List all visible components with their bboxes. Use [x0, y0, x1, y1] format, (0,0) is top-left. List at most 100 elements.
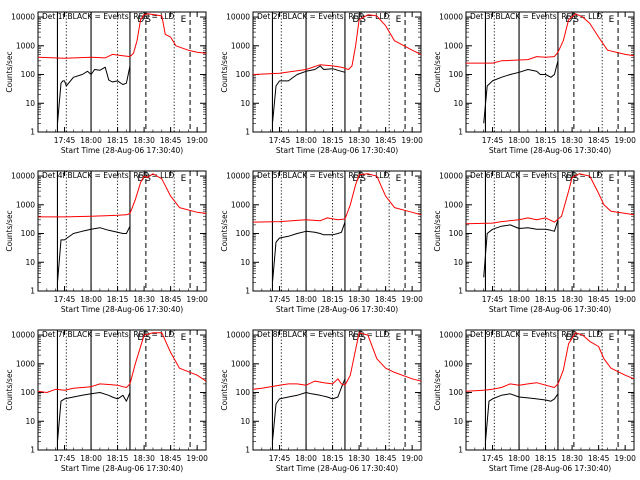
x-tick-label: 18:30: [348, 295, 370, 304]
marker-label-s: S: [360, 333, 366, 343]
series-lld-line: [466, 332, 634, 392]
panel-det-7: 1 10 100 1000 10000 17:45 18:00 18:15 18:30 18:45…: [5, 329, 208, 473]
plot-frame: [252, 11, 422, 133]
y-tick-label: 1000: [16, 41, 35, 50]
y-tick-label: 10000: [226, 172, 250, 181]
panel-det-1: 1 10 100 1000 10000 17:45 18:00 18:15 18:30 18:45…: [5, 11, 208, 155]
y-tick-label: 1: [458, 446, 463, 455]
y-tick-label: 10: [240, 417, 250, 426]
plot-frame: [37, 11, 207, 133]
y-tick-label: 10000: [226, 13, 250, 22]
y-tick-label: 100: [21, 388, 36, 397]
x-tick-label: 18:30: [348, 136, 370, 145]
x-axis-label: Start Time (28-Aug-06 17:30:40): [61, 146, 183, 155]
x-tick-label: 18:00: [508, 295, 530, 304]
x-axis-label: Start Time (28-Aug-06 17:30:40): [61, 464, 183, 473]
series-group: [466, 13, 634, 124]
marker-label-s: S: [360, 15, 366, 25]
marker-label-d: D: [352, 333, 359, 343]
x-tick-label: 18:00: [80, 136, 102, 145]
marker-label-e: E: [181, 174, 187, 184]
series-events-line: [57, 392, 131, 442]
y-tick-label: 10: [240, 99, 250, 108]
y-tick-label: 10: [453, 99, 463, 108]
series-group: [38, 173, 206, 283]
y-axis-label: Counts/sec: [433, 51, 442, 92]
series-lld-line: [253, 332, 421, 390]
marker-label-d: D: [565, 333, 572, 343]
panel-det-5: 1 10 100 1000 10000 17:45 18:00 18:15 18:30 18:45…: [220, 170, 423, 314]
x-tick-label: 18:15: [322, 136, 344, 145]
x-tick-label: 19:00: [186, 136, 208, 145]
y-tick-label: 1000: [444, 41, 463, 50]
panel-title: Det 7f BLACK = Events, RED = LLD: [42, 330, 175, 339]
panel-det-4: 1 10 100 1000 10000 17:45 18:00 18:15 18:30 18:45…: [5, 170, 208, 314]
y-tick-label: 1: [245, 446, 250, 455]
x-tick-label: 18:45: [160, 295, 182, 304]
y-tick-label: 1000: [231, 41, 250, 50]
series-group: [466, 173, 634, 278]
series-lld-line: [38, 173, 206, 218]
x-tick-label: 18:00: [508, 136, 530, 145]
series-events-line: [57, 225, 131, 283]
y-tick-label: 100: [236, 388, 251, 397]
y-tick-label: 10000: [439, 331, 463, 340]
y-tick-label: 1: [458, 128, 463, 137]
series-group: [253, 332, 421, 442]
x-tick-label: 18:15: [107, 295, 129, 304]
x-tick-label: 18:15: [107, 136, 129, 145]
x-tick-label: 17:45: [269, 295, 291, 304]
x-tick-label: 18:30: [348, 454, 370, 463]
y-tick-label: 1: [245, 287, 250, 296]
series-lld-line: [466, 173, 634, 225]
x-tick-label: 18:30: [561, 454, 583, 463]
y-tick-label: 10000: [11, 13, 35, 22]
x-tick-label: 18:30: [561, 295, 583, 304]
x-tick-label: 17:45: [482, 454, 504, 463]
series-lld-line: [38, 13, 206, 59]
plot-frame: [465, 170, 635, 292]
x-axis-label: Start Time (28-Aug-06 17:30:40): [489, 464, 611, 473]
x-tick-label: 18:15: [107, 454, 129, 463]
y-tick-label: 1000: [444, 200, 463, 209]
y-tick-label: 1000: [16, 200, 35, 209]
x-tick-label: 18:00: [508, 454, 530, 463]
series-events-line: [57, 65, 131, 124]
marker-label-e: E: [396, 174, 402, 184]
marker-label-s: S: [573, 333, 579, 343]
series-lld-line: [38, 332, 206, 393]
x-tick-label: 17:45: [482, 136, 504, 145]
y-tick-label: 10000: [226, 331, 250, 340]
x-tick-label: 18:15: [322, 454, 344, 463]
y-tick-label: 10000: [11, 331, 35, 340]
x-tick-label: 18:45: [588, 295, 610, 304]
marker-label-d: D: [137, 174, 144, 184]
panel-title: Det 3f BLACK = Events, RED = LLD: [470, 12, 603, 21]
x-tick-label: 19:00: [401, 295, 423, 304]
panel-title: Det 8f BLACK = Events, RED = LLD: [257, 330, 390, 339]
x-tick-label: 18:00: [295, 295, 317, 304]
x-tick-label: 18:30: [133, 454, 155, 463]
marker-label-e: E: [609, 333, 615, 343]
x-tick-label: 19:00: [401, 454, 423, 463]
y-tick-label: 100: [236, 229, 251, 238]
panel-det-3: 1 10 100 1000 10000 17:45 18:00 18:15 18:30 18:45…: [433, 11, 636, 155]
panel-title: Det 5f BLACK = Events, RED = LLD: [257, 171, 390, 180]
x-tick-label: 19:00: [614, 136, 636, 145]
plot-frame: [465, 11, 635, 133]
y-tick-label: 10000: [439, 172, 463, 181]
x-tick-label: 17:45: [54, 136, 76, 145]
x-tick-label: 18:45: [588, 136, 610, 145]
series-events-line: [483, 219, 559, 278]
panel-det-8: 1 10 100 1000 10000 17:45 18:00 18:15 18:30 18:45…: [220, 329, 423, 473]
marker-label-d: D: [137, 333, 144, 343]
y-tick-label: 1000: [231, 359, 250, 368]
y-tick-label: 1000: [444, 359, 463, 368]
plot-frame: [252, 170, 422, 292]
y-axis-label: Counts/sec: [433, 369, 442, 410]
x-tick-label: 18:15: [535, 295, 557, 304]
marker-label-d: D: [352, 15, 359, 25]
x-tick-label: 18:00: [80, 454, 102, 463]
plot-frame: [252, 329, 422, 451]
